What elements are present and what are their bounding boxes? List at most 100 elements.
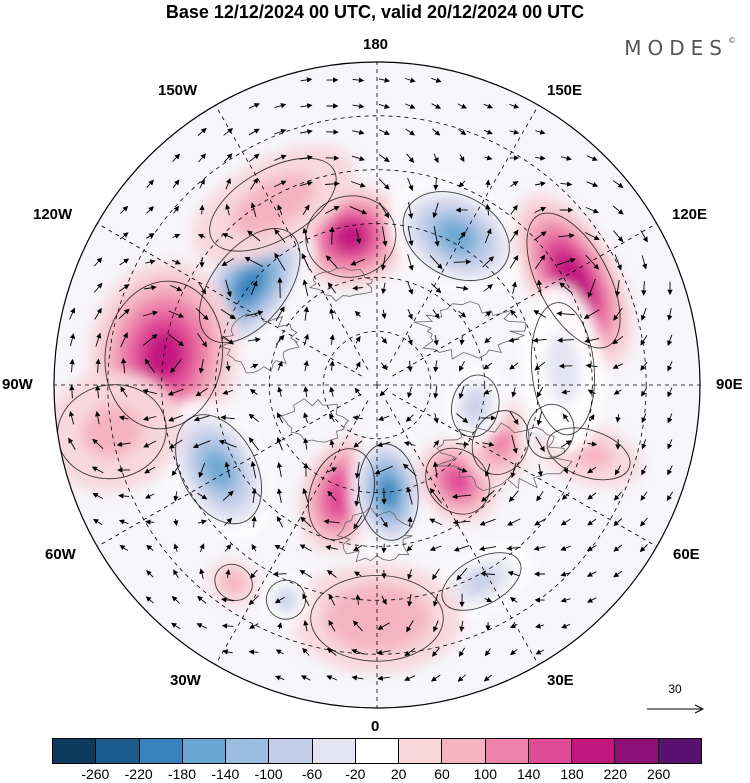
wind-arrow: [142, 333, 158, 346]
lon-label-0: 0: [371, 718, 380, 735]
height-contour-line: [402, 191, 510, 282]
wind-arrow: [586, 545, 597, 552]
wind-arrow: [406, 544, 414, 552]
wind-arrow: [274, 103, 287, 109]
wind-arrow: [355, 361, 361, 371]
wind-arrow: [173, 569, 179, 579]
wind-arrow: [142, 310, 159, 317]
wind-arrow: [198, 153, 206, 163]
wind-arrow: [146, 206, 154, 214]
wind-arrow: [560, 440, 572, 448]
wind-arrow: [168, 334, 185, 347]
wind-arrow: [277, 204, 283, 215]
anomaly-contour: [559, 260, 588, 301]
wind-arrow: [535, 623, 545, 629]
anomaly-contour: [240, 181, 305, 229]
wind-arrow: [350, 181, 366, 188]
wind-arrow: [406, 153, 415, 163]
wind-arrow: [613, 544, 623, 552]
wind-arrow: [561, 389, 570, 395]
wind-arrow: [355, 594, 361, 606]
colorbar-ticks: -260 -220 -180 -140 -100 -60 -20 20 60 100 140 180 2…: [52, 766, 702, 782]
latitude-circle: [322, 330, 432, 440]
wind-arrow: [533, 231, 547, 241]
wind-arrow: [536, 279, 543, 296]
wind-arrow: [484, 648, 491, 657]
wind-arrow: [376, 649, 391, 656]
wind-arrow: [429, 545, 442, 551]
wind-arrow: [584, 232, 600, 240]
wind-arrow: [536, 491, 544, 502]
wind-arrow: [276, 488, 283, 503]
wind-arrow: [374, 465, 393, 475]
colorbar-tick-label: -20: [345, 766, 366, 782]
coastlines: [219, 267, 573, 563]
wind-arrow: [93, 282, 103, 293]
wind-arrow: [192, 440, 211, 449]
height-contour-line: [546, 427, 631, 481]
wind-arrow: [276, 437, 283, 451]
colorbar: [52, 738, 702, 764]
reference-vector-label: 30: [668, 682, 682, 696]
wind-arrow: [483, 103, 494, 109]
wind-arrow: [381, 309, 387, 320]
wind-arrow: [199, 178, 205, 189]
wind-arrow: [197, 492, 208, 500]
wind-arrow: [535, 129, 546, 135]
wind-arrow: [458, 647, 465, 657]
wind-arrow: [329, 413, 335, 423]
wind-arrow: [641, 255, 648, 270]
wind-arrow: [248, 437, 260, 451]
wind-arrow: [432, 568, 440, 580]
wind-arrow: [508, 337, 519, 343]
meridian-line: [392, 223, 657, 377]
wind-arrow: [556, 310, 575, 317]
wind-arrow: [223, 153, 233, 163]
wind-arrow: [562, 413, 569, 422]
colorbar-tick-label: -220: [124, 766, 153, 782]
meridian-line: [215, 105, 369, 370]
wind-arrow: [560, 181, 573, 187]
wind-arrow: [146, 544, 154, 551]
height-contour-line: [310, 574, 444, 662]
wind-arrow: [485, 203, 491, 216]
wind-arrow: [533, 545, 546, 551]
wind-arrow: [94, 307, 102, 320]
wind-arrow: [613, 570, 623, 578]
wind-arrow: [432, 620, 439, 633]
wind-arrow: [225, 361, 231, 372]
wind-arrow: [354, 310, 361, 317]
wind-arrow: [612, 230, 624, 243]
wind-arrow: [172, 153, 181, 163]
wind-arrow: [484, 597, 493, 603]
wind-arrow: [222, 490, 234, 501]
wind-arrow: [667, 361, 673, 372]
colorbar-tick-label: -100: [254, 766, 283, 782]
wind-arrow: [587, 597, 597, 603]
wind-arrow: [302, 279, 309, 296]
wind-arrow: [380, 362, 388, 371]
wind-arrow: [667, 387, 673, 398]
wind-arrow: [199, 568, 205, 579]
wind-arrow: [560, 155, 572, 161]
wind-arrow: [198, 359, 205, 374]
wind-arrow: [248, 413, 259, 423]
wind-arrow: [535, 155, 546, 161]
lon-label-30w: 30W: [170, 672, 201, 689]
height-contour-line: [198, 228, 301, 344]
colorbar-segment: [658, 739, 701, 763]
wind-arrow: [457, 103, 468, 109]
wind-arrow: [276, 412, 283, 424]
wind-arrow: [303, 412, 309, 424]
wind-arrow: [509, 229, 519, 242]
wind-arrow: [510, 180, 519, 187]
wind-arrow: [329, 386, 335, 397]
wind-arrow: [459, 620, 465, 632]
wind-arrow: [171, 622, 181, 630]
wind-arrow: [458, 310, 467, 318]
wind-arrow: [587, 389, 596, 395]
wind-arrow: [93, 257, 103, 267]
wind-arrow: [457, 467, 468, 473]
map-title: Base 12/12/2024 00 UTC, valid 20/12/2024…: [165, 2, 585, 22]
wind-arrow: [302, 593, 310, 607]
